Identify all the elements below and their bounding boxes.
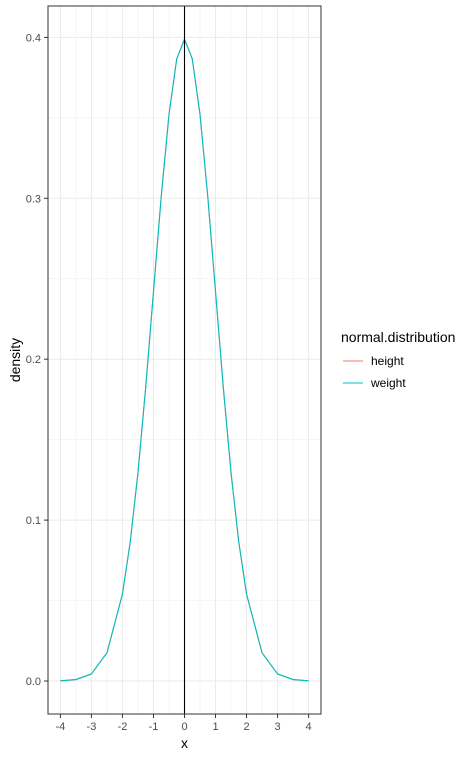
x-axis-title: x: [181, 735, 188, 751]
y-tick-label: 0.0: [26, 676, 41, 688]
y-tick-label: 0.3: [26, 193, 41, 205]
x-tick-label: -3: [87, 721, 97, 733]
x-tick-label: 2: [243, 721, 249, 733]
y-tick-label: 0.2: [26, 354, 41, 366]
x-tick-label: 0: [181, 721, 187, 733]
x-tick-label: 3: [275, 721, 281, 733]
x-axis-ticks: -4 -3 -2 -1 0 1 2 3 4: [56, 714, 312, 733]
legend-label-height: height: [371, 354, 404, 368]
x-tick-label: -2: [118, 721, 128, 733]
x-tick-label: -4: [56, 721, 66, 733]
legend-title: normal.distribution: [341, 329, 455, 345]
x-tick-label: -1: [149, 721, 159, 733]
x-tick-label: 1: [212, 721, 218, 733]
legend-item-weight: weight: [343, 376, 406, 390]
y-axis-ticks: 0.0 0.1 0.2 0.3 0.4: [26, 32, 48, 688]
y-tick-label: 0.4: [26, 32, 41, 44]
y-axis-title: density: [7, 338, 23, 382]
legend: normal.distribution height weight: [341, 329, 455, 390]
minor-gridlines: [48, 6, 321, 714]
legend-item-height: height: [343, 354, 404, 368]
legend-items: height weight: [343, 354, 406, 390]
y-tick-label: 0.1: [26, 515, 41, 527]
legend-label-weight: weight: [370, 376, 406, 390]
x-tick-label: 4: [306, 721, 312, 733]
